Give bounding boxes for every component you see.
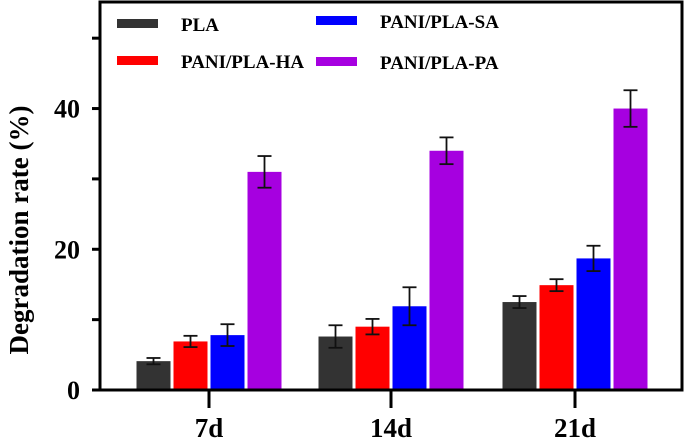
error-bar <box>183 334 198 348</box>
error-bar <box>328 324 343 349</box>
bar-pani-pla-pa-7d <box>247 171 282 390</box>
y-axis-label: Degradation rate (%) <box>4 106 34 355</box>
bar-pani-pla-ha-14d <box>355 326 390 390</box>
bar-pani-pla-pa-21d <box>613 108 648 390</box>
x-tick-label: 14d <box>370 413 412 442</box>
error-bar <box>586 244 601 272</box>
bar-pani-pla-ha-7d <box>173 341 208 390</box>
error-bar <box>146 357 161 366</box>
x-tick-label: 21d <box>554 413 596 442</box>
legend-swatch <box>117 19 158 28</box>
error-bar <box>439 136 454 166</box>
error-bar <box>220 323 235 347</box>
bar-pani-pla-pa-14d <box>429 150 464 390</box>
x-tick-label: 7d <box>195 413 224 442</box>
legend-label: PANI/PLA-PA <box>380 53 499 74</box>
error-bar <box>512 295 527 309</box>
error-bar <box>623 89 638 128</box>
bar-pla-21d <box>502 302 537 390</box>
y-tick-label: 0 <box>67 376 80 405</box>
error-bar <box>549 278 564 293</box>
bar-pani-pla-sa-21d <box>576 258 611 390</box>
legend-label: PANI/PLA-SA <box>380 12 499 33</box>
error-bar <box>365 318 380 336</box>
error-bar <box>257 155 272 189</box>
legend-label: PANI/PLA-HA <box>181 52 304 73</box>
error-bar <box>402 286 417 327</box>
legend-swatch <box>117 56 158 65</box>
legend-swatch <box>316 16 357 25</box>
bar-pani-pla-ha-21d <box>539 285 574 390</box>
bar-pla-7d <box>136 361 171 390</box>
legend-swatch <box>316 57 357 66</box>
y-tick-label: 40 <box>54 95 80 124</box>
y-tick-label: 20 <box>54 235 80 264</box>
legend-label: PLA <box>181 15 219 36</box>
